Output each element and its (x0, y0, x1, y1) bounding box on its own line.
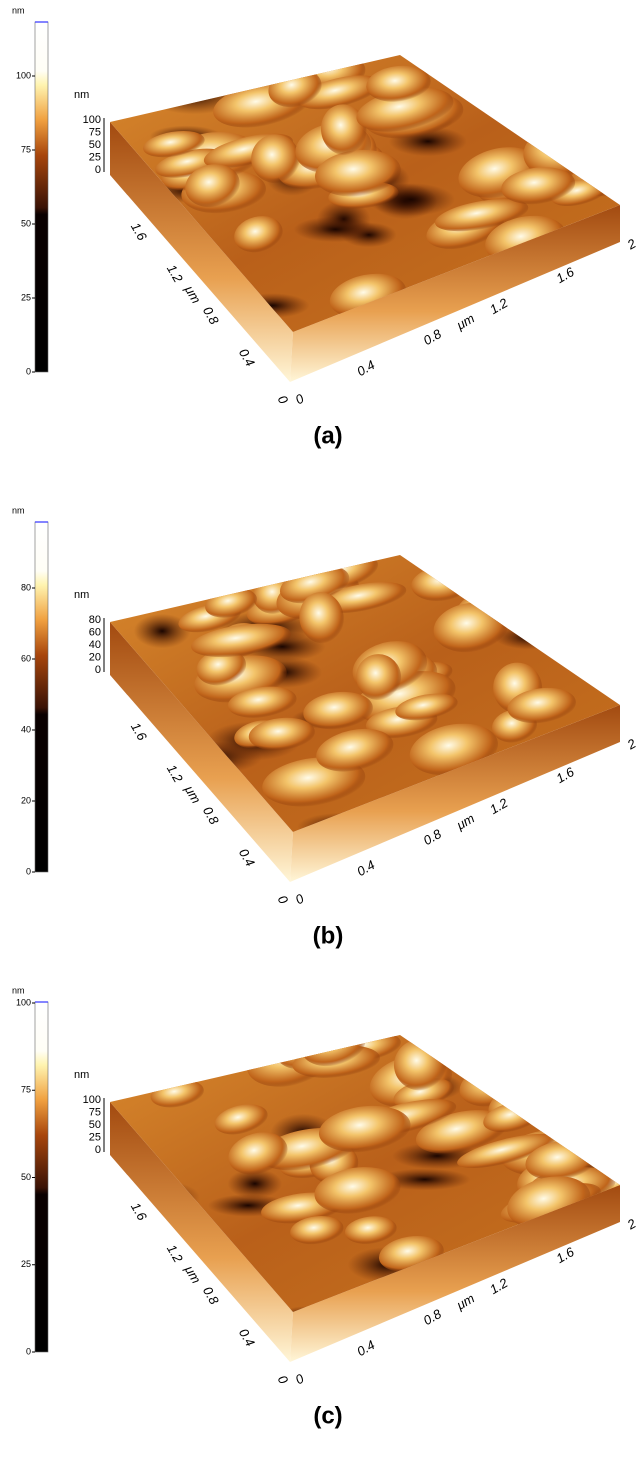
colorbar-tick-label: 20 (21, 795, 31, 805)
panel: nm0255075100nm025507510000.40.81.21.6μm0… (12, 5, 641, 449)
z-tick-label: 0 (95, 164, 101, 176)
x-tick-label: 0.8 (421, 1306, 445, 1328)
colorbar-tick-label: 40 (21, 724, 31, 734)
colorbar-tick-label: 100 (16, 997, 31, 1007)
colorbar-tick-label: 25 (21, 1259, 31, 1269)
grain (573, 629, 641, 687)
colorbar-unit: nm (12, 505, 25, 515)
x-tick-label: 1.2 (487, 795, 511, 817)
y-tick-label: 0.8 (200, 1284, 222, 1308)
y-tick-label: 0.4 (236, 346, 258, 369)
x-axis-label: μm (453, 1291, 477, 1314)
pit (513, 1080, 579, 1106)
colorbar (35, 1002, 48, 1352)
y-axis-label: μm (181, 782, 204, 806)
z-tick-label: 0 (95, 1144, 101, 1156)
colorbar (35, 22, 48, 372)
pit (294, 217, 378, 243)
panel: nm0255075100nm025507510000.40.81.21.6μm0… (12, 985, 641, 1429)
y-tick-label: 0.8 (200, 804, 222, 828)
y-tick-label: 1.6 (128, 1200, 150, 1224)
y-tick-label: 1.2 (164, 262, 186, 286)
z-tick-label: 75 (89, 1106, 101, 1118)
caption: (c) (313, 1402, 342, 1429)
z-tick-label: 50 (89, 1119, 101, 1131)
pit (128, 1045, 215, 1082)
z-tick-label: 100 (83, 114, 101, 126)
colorbar-tick-label: 25 (21, 292, 31, 302)
z-tick-label: 20 (89, 651, 101, 663)
x-tick-label: 0.4 (354, 1337, 377, 1359)
x-tick-label: 2 (624, 235, 639, 252)
y-tick-label: 0 (275, 393, 292, 407)
colorbar-tick-label: 75 (21, 1085, 31, 1095)
z-tick-label: 100 (83, 1094, 101, 1106)
colorbar-tick-label: 100 (16, 70, 31, 80)
colorbar-tick-label: 0 (26, 1346, 31, 1356)
z-tick-label: 75 (89, 126, 101, 138)
z-axis-unit: nm (74, 1069, 89, 1081)
x-axis-label: μm (453, 311, 477, 334)
x-tick-label: 1.2 (487, 1275, 511, 1297)
x-tick-label: 0 (293, 1370, 307, 1387)
colorbar-unit: nm (12, 5, 25, 15)
z-axis-unit: nm (74, 589, 89, 601)
x-tick-label: 0 (293, 390, 307, 407)
y-tick-label: 1.2 (164, 1242, 186, 1266)
y-tick-label: 1.2 (164, 762, 186, 786)
z-axis-unit: nm (74, 89, 89, 101)
z-tick-label: 25 (89, 1131, 101, 1143)
z-tick-label: 50 (89, 139, 101, 151)
y-tick-label: 0.8 (200, 304, 222, 328)
y-tick-label: 0.4 (236, 1326, 258, 1349)
y-axis-label: μm (181, 1262, 204, 1286)
x-tick-label: 0.8 (421, 326, 445, 348)
y-tick-label: 0 (275, 893, 292, 907)
x-tick-label: 1.2 (487, 295, 511, 317)
x-tick-label: 2 (624, 735, 639, 752)
x-tick-label: 0.4 (354, 857, 377, 879)
colorbar-tick-label: 0 (26, 366, 31, 376)
x-tick-label: 0 (293, 890, 307, 907)
z-tick-label: 60 (89, 626, 101, 638)
x-tick-label: 2 (624, 1215, 639, 1232)
colorbar-tick-label: 50 (21, 1172, 31, 1182)
panel: nm020406080nm02040608000.40.81.21.6μm00.… (12, 505, 641, 949)
x-tick-label: 0.4 (354, 357, 377, 379)
colorbar (35, 522, 48, 872)
z-tick-label: 80 (89, 614, 101, 626)
colorbar-tick-label: 50 (21, 218, 31, 228)
colorbar-unit: nm (12, 985, 25, 995)
z-tick-label: 40 (89, 639, 101, 651)
colorbar-tick-label: 0 (26, 866, 31, 876)
y-tick-label: 0.4 (236, 846, 258, 869)
y-tick-label: 1.6 (128, 720, 150, 744)
caption: (a) (313, 422, 342, 449)
y-tick-label: 1.6 (128, 220, 150, 244)
caption: (b) (313, 922, 344, 949)
x-tick-label: 0.8 (421, 826, 445, 848)
colorbar-tick-label: 60 (21, 653, 31, 663)
z-tick-label: 0 (95, 664, 101, 676)
y-tick-label: 0 (275, 1373, 292, 1387)
colorbar-tick-label: 80 (21, 582, 31, 592)
y-axis-label: μm (181, 282, 204, 306)
colorbar-tick-label: 75 (21, 144, 31, 154)
pit (577, 1305, 638, 1329)
figure: nm0255075100nm025507510000.40.81.21.6μm0… (0, 0, 641, 1467)
z-tick-label: 25 (89, 151, 101, 163)
x-axis-label: μm (453, 811, 477, 834)
